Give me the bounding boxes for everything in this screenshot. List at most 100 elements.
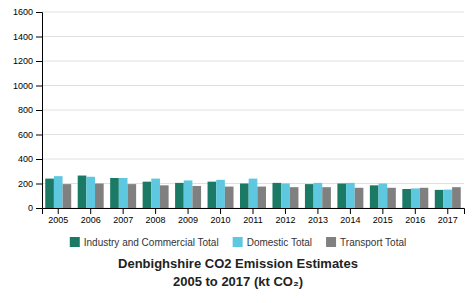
bar (119, 178, 128, 208)
legend-swatch (70, 237, 80, 247)
bar (45, 179, 54, 208)
tick-mark (350, 208, 351, 214)
bar (192, 186, 201, 208)
bar (305, 184, 314, 208)
tick: 2016 (405, 208, 425, 225)
x-axis: 2005 2006 2007 2008 2009 2010 2011 2012 2013 2014… (43, 208, 465, 225)
tick-mark (447, 208, 448, 214)
bar (249, 179, 258, 208)
bar (402, 189, 411, 208)
tick-label: 2014 (340, 215, 360, 225)
bar (322, 187, 331, 208)
chart-svg: 2005 2006 2007 2008 2009 2010 2011 2012 2013 2014… (0, 0, 476, 303)
bar (290, 187, 299, 208)
bar (110, 178, 119, 208)
bar (387, 188, 396, 208)
bar (435, 190, 444, 208)
tick: 1000 (13, 81, 42, 91)
tick-label: 2015 (373, 215, 393, 225)
tick: 600 (18, 130, 42, 140)
bar (175, 183, 184, 208)
grid-line (42, 85, 464, 86)
tick: 1400 (13, 32, 42, 42)
tick-mark (36, 12, 42, 13)
bar (314, 183, 323, 208)
bar (160, 185, 169, 208)
bar (240, 184, 249, 209)
tick-label: 1600 (13, 7, 33, 17)
bar (151, 179, 160, 208)
tick-mark (317, 208, 318, 214)
tick: 0 (28, 203, 42, 213)
tick-label: 2013 (308, 215, 328, 225)
tick-mark (253, 208, 254, 214)
grid-line (42, 36, 464, 37)
bar (184, 180, 193, 208)
tick-label: 200 (18, 179, 33, 189)
bar (379, 184, 388, 209)
tick: 2013 (308, 208, 328, 225)
tick-label: 2009 (178, 215, 198, 225)
grid-line (42, 110, 464, 111)
bar (355, 188, 364, 208)
bar-series (45, 176, 443, 208)
title-line: Denbighshire CO2 Emission Estimates (118, 256, 358, 271)
tick-label: 1200 (13, 56, 33, 66)
bar (95, 184, 104, 209)
tick-label: 2007 (113, 215, 133, 225)
tick-mark (285, 208, 286, 214)
tick-label: 2006 (81, 215, 101, 225)
tick-mark (123, 208, 124, 214)
bar (443, 190, 452, 208)
legend: Industry and Commercial Total Domestic To… (70, 237, 406, 248)
tick-label: 2016 (405, 215, 425, 225)
tick: 400 (18, 154, 42, 164)
bar (143, 182, 152, 208)
tick-label: 2010 (211, 215, 231, 225)
grid-line (42, 61, 464, 62)
legend-label: Industry and Commercial Total (84, 237, 219, 248)
tick: 2012 (275, 208, 295, 225)
grid-line (42, 159, 464, 160)
bars (45, 176, 461, 208)
bar (127, 184, 136, 208)
legend-label: Domestic Total (247, 237, 312, 248)
legend-item: Transport Total (326, 237, 406, 248)
tick: 800 (18, 105, 42, 115)
legend-item: Domestic Total (233, 237, 312, 248)
legend-swatch (326, 237, 336, 247)
tick-mark (58, 208, 59, 214)
bar (411, 188, 420, 208)
tick: 2008 (146, 208, 166, 225)
tick-mark (36, 61, 42, 62)
tick-mark (36, 184, 42, 185)
tick-mark (36, 110, 42, 111)
y-axis: 0 200 400 600 800 1000 1200 1400 1600 (13, 7, 43, 213)
axis-line (43, 209, 465, 215)
tick-label: 2012 (275, 215, 295, 225)
tick: 2017 (438, 208, 458, 225)
tick-mark (220, 208, 221, 214)
bar (54, 176, 63, 208)
bar (257, 187, 266, 208)
legend-label: Transport Total (340, 237, 406, 248)
bar (370, 185, 379, 208)
bar (78, 176, 87, 208)
tick: 2006 (81, 208, 101, 225)
tick: 1600 (13, 7, 42, 17)
grid-line (42, 12, 464, 13)
tick: 1200 (13, 56, 42, 66)
tick: 2005 (48, 208, 68, 225)
tick-mark (36, 135, 42, 136)
axis-line (36, 13, 43, 209)
tick-mark (155, 208, 156, 214)
tick-label: 2005 (48, 215, 68, 225)
tick-mark (415, 208, 416, 214)
bar (63, 184, 72, 208)
tick-mark (188, 208, 189, 214)
tick-label: 400 (18, 154, 33, 164)
tick: 2011 (243, 208, 262, 225)
tick-label: 800 (18, 105, 33, 115)
bar (86, 177, 95, 208)
bar (452, 187, 461, 208)
